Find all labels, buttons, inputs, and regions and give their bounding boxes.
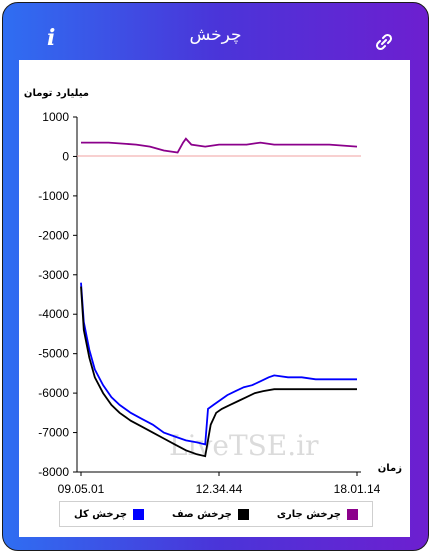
y-tick-label: -8000 — [38, 465, 69, 479]
y-tick-label: -6000 — [38, 386, 69, 400]
legend-item[interactable]: چرخش کل — [74, 508, 145, 520]
series-line — [81, 137, 358, 154]
chart-panel: میلیارد تومان 1000 0 -1000 -2000 -3000 -4000 -… — [19, 60, 410, 537]
x-tick-label: 12.34.44 — [196, 482, 243, 496]
watermark: LiveTSE.ir — [169, 429, 319, 462]
y-tick-label: -3000 — [38, 268, 69, 282]
app-window: چرخش i میلیارد تومان 1000 0 -1000 -2000 -300… — [2, 2, 429, 551]
link-icon[interactable] — [375, 33, 393, 51]
x-axis-title: زمان — [378, 463, 402, 474]
y-tick-label: -7000 — [38, 426, 69, 440]
y-tick-label: 1000 — [42, 110, 69, 124]
info-icon[interactable]: i — [47, 25, 56, 51]
y-tick-label: -2000 — [38, 228, 69, 242]
x-tick-label: 09.05.01 — [58, 482, 105, 496]
series-line — [80, 286, 357, 458]
legend-label: چرخش کل — [74, 508, 128, 520]
y-tick-label: 0 — [62, 149, 69, 163]
legend-label: چرخش صف — [172, 508, 232, 520]
legend-swatch — [347, 508, 358, 520]
y-axis-title: میلیارد تومان — [24, 88, 89, 99]
y-tick-label: -5000 — [38, 347, 69, 361]
legend-swatch — [237, 508, 249, 520]
series-line — [80, 282, 357, 446]
legend-item[interactable]: چرخش صف — [172, 508, 249, 520]
chart: میلیارد تومان 1000 0 -1000 -2000 -3000 -4000 -… — [24, 88, 402, 496]
legend-swatch — [133, 508, 145, 520]
legend: چرخش کل چرخش صف چرخش جاری — [59, 501, 373, 527]
legend-label: چرخش جاری — [276, 508, 341, 520]
y-tick-label: -4000 — [38, 307, 69, 321]
y-tick-label: -1000 — [38, 189, 69, 203]
legend-item[interactable]: چرخش جاری — [276, 508, 358, 520]
page-title: چرخش — [189, 25, 242, 45]
x-tick-label: 18.01.14 — [334, 482, 381, 496]
